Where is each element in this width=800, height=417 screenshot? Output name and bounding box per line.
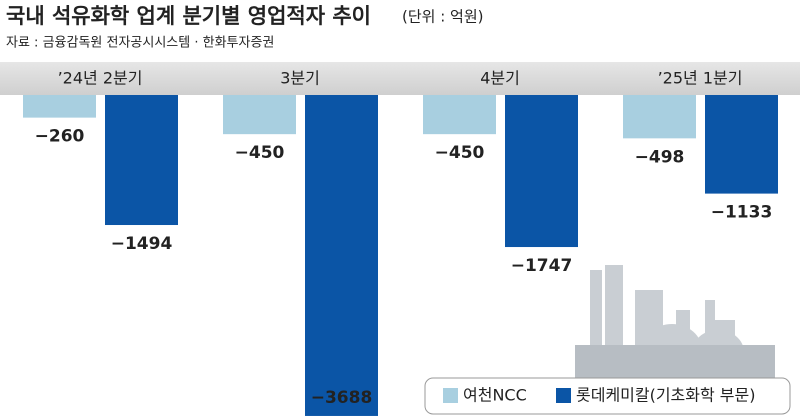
- value-label: −260: [35, 127, 85, 147]
- legend-swatch: [556, 388, 571, 403]
- bar: [223, 95, 296, 135]
- bar: [105, 95, 178, 226]
- category-band: [0, 62, 800, 95]
- value-label: −1133: [711, 203, 773, 223]
- value-label: −1494: [111, 234, 173, 254]
- bar: [423, 95, 496, 135]
- bar: [23, 95, 96, 118]
- value-label: −450: [235, 143, 285, 163]
- factory-illustration: [575, 265, 775, 380]
- x-tick-label: 4분기: [480, 69, 520, 88]
- source: 자료 : 금융감독원 전자공시시스템 · 한화투자증권: [6, 36, 274, 51]
- x-tick-label: ’25년 1분기: [658, 69, 743, 88]
- bar: [505, 95, 578, 248]
- x-tick-label: ’24년 2분기: [58, 69, 143, 88]
- bar: [705, 95, 778, 194]
- value-label: −1747: [511, 256, 573, 276]
- bar: [305, 95, 378, 416]
- legend-box: [424, 377, 791, 415]
- chart-title: 국내 석유화학 업계 분기별 영업적자 추이: [6, 4, 371, 28]
- value-label: −450: [435, 143, 485, 163]
- unit-label: (단위 : 억원): [402, 8, 484, 26]
- legend-swatch: [443, 388, 458, 403]
- legend-label: 롯데케미칼(기초화학 부문): [576, 386, 756, 405]
- value-label: −498: [635, 147, 685, 167]
- bar: [623, 95, 696, 139]
- x-tick-label: 3분기: [280, 69, 320, 88]
- value-label: −3688: [311, 388, 373, 408]
- legend-label: 여천NCC: [463, 386, 527, 405]
